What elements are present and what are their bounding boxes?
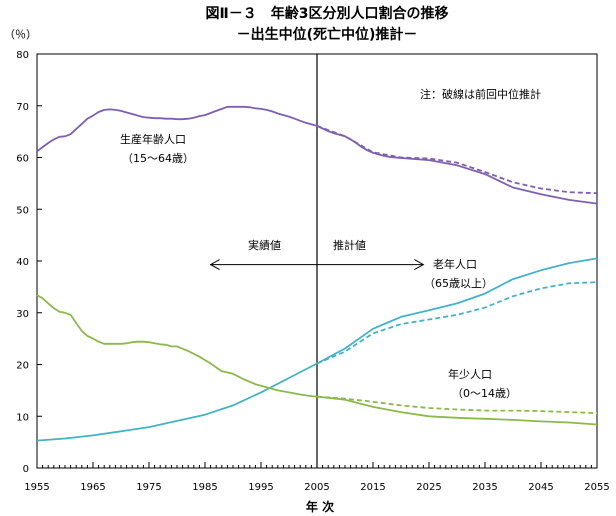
x-tick-label: 2045: [528, 482, 553, 493]
period-arrow-right-head: [414, 259, 425, 271]
x-tick-label: 2015: [360, 482, 385, 493]
x-tick-label: 1975: [136, 482, 161, 493]
elderly-label: 老年人口: [433, 257, 477, 271]
y-tick-label: 50: [16, 205, 29, 216]
x-tick-label: 1985: [192, 482, 217, 493]
plot-area: 0 10 20 30 40 50 60 70 80 1955 1965 1975 1985 1995 200…: [16, 50, 609, 493]
x-tick-label: 2025: [416, 482, 441, 493]
y-tick-label: 0: [23, 464, 29, 475]
x-tick-label: 2055: [584, 482, 609, 493]
series-line-working: [36, 105, 598, 205]
series-line-elderly-prev: [316, 281, 598, 365]
young-label: 年少人口: [448, 367, 492, 381]
projection-values-label: 推計値: [333, 238, 366, 252]
series-line-young-prev: [316, 395, 598, 414]
working-age-range-label: （15～64歳）: [122, 152, 194, 165]
y-tick-label: 40: [16, 257, 29, 268]
x-tick-label: 1955: [24, 482, 49, 493]
series-line-young: [36, 294, 598, 426]
elderly-range-label: （65歳以上）: [424, 277, 493, 290]
working-age-label: 生産年齢人口: [120, 132, 186, 146]
y-tick-label: 80: [16, 50, 29, 61]
y-tick-label: 60: [16, 154, 29, 165]
chart-subtitle: －出生中位(死亡中位)推計－: [237, 26, 418, 43]
x-tick-label: 2035: [472, 482, 497, 493]
x-tick-label: 2005: [304, 482, 329, 493]
y-tick-label: 20: [16, 361, 29, 372]
x-axis-label: 年 次: [306, 499, 334, 514]
series-line-working-prev: [316, 125, 598, 195]
note-text: 注：破線は前回中位推計: [420, 87, 541, 101]
y-tick-label: 30: [16, 309, 29, 320]
actual-values-label: 実績値: [248, 238, 281, 252]
x-tick-label: 1995: [248, 482, 273, 493]
young-range-label: （0～14歳）: [452, 387, 517, 400]
x-tick-label: 1965: [80, 482, 105, 493]
y-tick-label: 70: [16, 102, 29, 113]
period-arrow-left-head: [209, 259, 220, 271]
chart-title: 図Ⅱ－３ 年齢3区分別人口割合の推移: [206, 5, 449, 22]
y-tick-label: 10: [16, 412, 29, 423]
y-axis-unit-label: （％）: [4, 28, 37, 41]
